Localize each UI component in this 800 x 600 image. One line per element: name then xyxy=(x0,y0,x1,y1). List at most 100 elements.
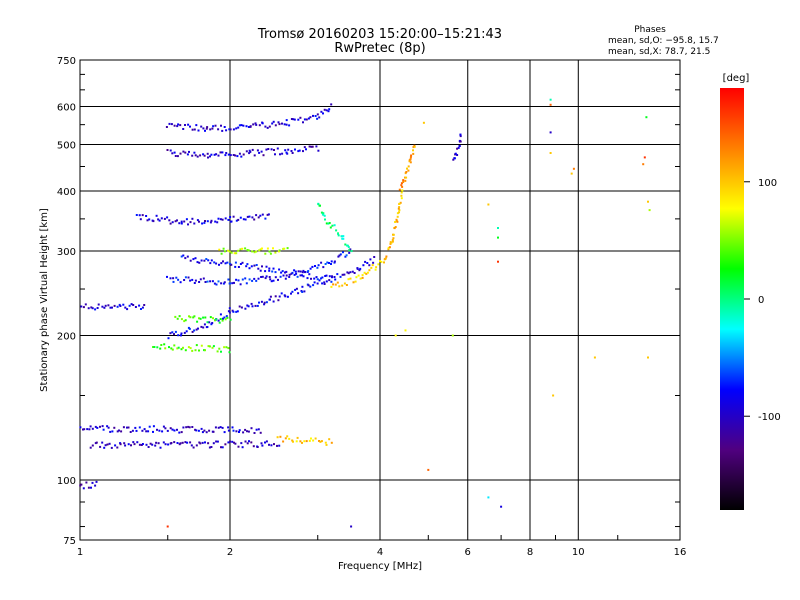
echo-point xyxy=(248,278,251,281)
echo-point xyxy=(303,118,306,121)
echo-point xyxy=(191,128,194,131)
x-tick-label: 2 xyxy=(227,547,233,558)
echo-point xyxy=(184,257,187,260)
echo-point xyxy=(118,303,121,306)
echo-point xyxy=(274,124,277,127)
echo-point xyxy=(301,285,304,288)
echo-point xyxy=(189,221,192,224)
echo-point xyxy=(221,446,224,449)
echo-point xyxy=(212,442,215,445)
echo-point xyxy=(156,428,158,431)
echo-point xyxy=(497,227,499,229)
echo-point xyxy=(293,269,296,272)
echo-point xyxy=(325,222,328,225)
echo-point xyxy=(359,267,362,270)
echo-point xyxy=(209,262,212,265)
echo-point xyxy=(195,344,198,347)
echo-point xyxy=(154,444,157,447)
echo-point xyxy=(204,220,206,222)
echo-point xyxy=(251,279,254,282)
data-points xyxy=(79,98,651,528)
echo-point xyxy=(242,431,245,434)
echo-point xyxy=(647,200,649,203)
echo-point xyxy=(286,247,289,250)
echo-point xyxy=(89,425,92,428)
echo-point xyxy=(270,444,273,447)
echo-point xyxy=(281,152,284,155)
echo-point xyxy=(139,218,142,221)
echo-point xyxy=(189,347,192,350)
echo-point xyxy=(205,431,208,434)
echo-point xyxy=(245,125,248,128)
echo-point xyxy=(248,215,251,218)
echo-point xyxy=(173,124,176,127)
echo-point xyxy=(152,425,155,428)
echo-point xyxy=(457,146,460,149)
echo-point xyxy=(171,221,174,224)
echo-point xyxy=(203,154,206,157)
echo-point xyxy=(291,439,294,442)
echo-point xyxy=(340,235,343,238)
echo-point xyxy=(197,429,200,432)
echo-point xyxy=(90,306,93,309)
echo-point xyxy=(223,126,226,128)
echo-point xyxy=(131,429,134,432)
echo-point xyxy=(394,334,397,337)
colorbar-ticks: 100 0 -100 xyxy=(744,178,781,423)
echo-point xyxy=(408,160,411,163)
echo-point xyxy=(198,349,200,352)
echo-point xyxy=(258,249,261,252)
echo-point xyxy=(203,259,206,262)
echo-point xyxy=(253,154,256,157)
echo-point xyxy=(355,276,358,279)
echo-point xyxy=(184,349,187,352)
echo-point xyxy=(220,124,222,127)
echo-point xyxy=(176,442,179,444)
echo-point xyxy=(375,266,378,269)
echo-point xyxy=(163,217,166,220)
echo-point xyxy=(246,263,249,266)
echo-point xyxy=(347,246,350,249)
echo-point xyxy=(177,346,180,349)
echo-point xyxy=(170,347,173,350)
echo-point xyxy=(322,212,325,215)
echo-point xyxy=(201,222,204,225)
echo-point xyxy=(94,425,97,428)
echo-point xyxy=(99,425,101,428)
echo-point xyxy=(325,109,328,112)
echo-point xyxy=(113,304,116,307)
echo-point xyxy=(233,281,235,284)
echo-point xyxy=(109,430,112,433)
echo-point xyxy=(123,442,126,445)
echo-point xyxy=(316,278,319,281)
echo-point xyxy=(133,443,136,446)
echo-point xyxy=(174,330,177,333)
echo-point xyxy=(193,222,196,225)
echo-point xyxy=(320,261,323,264)
echo-point xyxy=(387,248,390,251)
echo-point xyxy=(327,110,330,113)
echo-point xyxy=(189,259,192,262)
echo-point xyxy=(398,211,400,214)
echo-point xyxy=(183,331,186,334)
echo-point xyxy=(265,275,268,278)
echo-point xyxy=(280,292,283,295)
echo-point xyxy=(299,116,302,119)
echo-point xyxy=(404,329,407,332)
echo-point xyxy=(354,280,357,283)
echo-point xyxy=(244,277,247,280)
echo-point xyxy=(249,125,252,128)
echo-point xyxy=(246,304,249,307)
echo-point xyxy=(279,153,281,156)
echo-point xyxy=(215,318,218,321)
echo-point xyxy=(79,484,82,487)
echo-point xyxy=(295,440,298,443)
echo-point xyxy=(290,118,293,120)
echo-point xyxy=(223,431,226,434)
echo-point xyxy=(338,285,341,288)
echo-point xyxy=(200,427,203,430)
echo-point xyxy=(261,213,264,216)
echo-point xyxy=(341,237,344,240)
echo-point xyxy=(410,154,413,157)
echo-point xyxy=(268,269,271,272)
